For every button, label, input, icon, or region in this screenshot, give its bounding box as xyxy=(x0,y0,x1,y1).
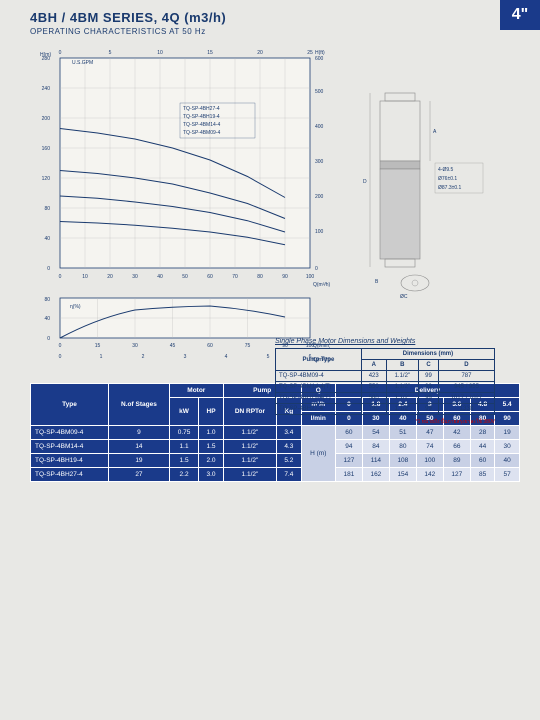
svg-text:15: 15 xyxy=(95,343,101,349)
svg-text:H(ft): H(ft) xyxy=(315,50,325,56)
svg-text:U.S.GPM: U.S.GPM xyxy=(72,60,93,66)
svg-text:40: 40 xyxy=(44,236,50,242)
svg-text:Ø76±0.1: Ø76±0.1 xyxy=(438,176,457,182)
svg-text:TQ-SP-4BH19-4: TQ-SP-4BH19-4 xyxy=(183,114,220,120)
svg-text:0: 0 xyxy=(59,274,62,280)
svg-text:0: 0 xyxy=(59,343,62,349)
svg-text:200: 200 xyxy=(315,194,324,200)
svg-text:3: 3 xyxy=(184,354,187,360)
svg-text:30: 30 xyxy=(132,343,138,349)
svg-text:600: 600 xyxy=(315,56,324,62)
svg-text:Q(m³/h): Q(m³/h) xyxy=(313,282,330,288)
svg-text:H(m): H(m) xyxy=(40,52,51,58)
svg-text:TQ-SP-4BH27-4: TQ-SP-4BH27-4 xyxy=(183,106,220,112)
svg-text:2: 2 xyxy=(142,354,145,360)
svg-text:20: 20 xyxy=(257,50,263,56)
svg-text:10: 10 xyxy=(157,50,163,56)
svg-text:300: 300 xyxy=(315,159,324,165)
performance-chart: TQ-SP-4BH27-4 TQ-SP-4BH19-4 TQ-SP-4BM14-… xyxy=(30,48,330,288)
svg-text:90: 90 xyxy=(282,274,288,280)
svg-text:D: D xyxy=(363,179,367,185)
svg-text:η(%): η(%) xyxy=(70,304,81,310)
svg-text:400: 400 xyxy=(315,124,324,130)
svg-text:80: 80 xyxy=(257,274,263,280)
svg-text:200: 200 xyxy=(42,116,51,122)
svg-text:25: 25 xyxy=(307,50,313,56)
svg-text:4: 4 xyxy=(225,354,228,360)
svg-text:Ø87.3±0.1: Ø87.3±0.1 xyxy=(438,185,462,191)
svg-text:40: 40 xyxy=(44,316,50,322)
svg-text:160: 160 xyxy=(42,146,51,152)
svg-text:10: 10 xyxy=(82,274,88,280)
svg-text:B: B xyxy=(375,279,379,285)
svg-text:5: 5 xyxy=(109,50,112,56)
size-badge: 4" xyxy=(500,0,540,30)
page-title: 4BH / 4BM SERIES, 4Q (m3/h) xyxy=(30,10,520,25)
motor-diagram: D A B ØC 4-Ø9.5 Ø76±0.1 Ø87.3±0.1 xyxy=(340,48,490,363)
dim-table-title: Single Phase Motor Dimensions and Weight… xyxy=(275,338,495,345)
svg-text:0: 0 xyxy=(47,336,50,342)
svg-text:50: 50 xyxy=(182,274,188,280)
svg-text:75: 75 xyxy=(245,343,251,349)
svg-text:4-Ø9.5: 4-Ø9.5 xyxy=(438,167,454,173)
svg-text:80: 80 xyxy=(44,297,50,303)
svg-text:70: 70 xyxy=(232,274,238,280)
svg-text:40: 40 xyxy=(157,274,163,280)
svg-text:45: 45 xyxy=(170,343,176,349)
page-subtitle: OPERATING CHARACTERISTICS AT 50 Hz xyxy=(30,27,520,36)
svg-text:0: 0 xyxy=(315,266,318,272)
svg-text:100: 100 xyxy=(306,274,315,280)
svg-text:100: 100 xyxy=(315,229,324,235)
svg-text:0: 0 xyxy=(59,50,62,56)
svg-text:TQ-SP-4BM14-4: TQ-SP-4BM14-4 xyxy=(183,122,220,128)
svg-text:0: 0 xyxy=(59,354,62,360)
dimensions-table: Pump Type Dimensions (mm) AB CD TQ-SP-4B… xyxy=(275,348,495,415)
svg-text:15: 15 xyxy=(207,50,213,56)
svg-text:0: 0 xyxy=(47,266,50,272)
svg-text:60: 60 xyxy=(207,274,213,280)
svg-text:ØC: ØC xyxy=(400,294,408,300)
svg-text:TQ-SP-4BM09-4: TQ-SP-4BM09-4 xyxy=(183,130,220,136)
svg-text:A: A xyxy=(433,129,437,135)
svg-text:30: 30 xyxy=(132,274,138,280)
svg-text:120: 120 xyxy=(42,176,51,182)
svg-text:500: 500 xyxy=(315,89,324,95)
svg-text:1: 1 xyxy=(100,354,103,360)
svg-text:20: 20 xyxy=(107,274,113,280)
svg-text:80: 80 xyxy=(44,206,50,212)
dim-note: *1 หมายถึง ปั้มภายสรุงยาละใช้ 380V xyxy=(275,418,495,426)
svg-text:5: 5 xyxy=(267,354,270,360)
svg-text:60: 60 xyxy=(207,343,213,349)
svg-text:240: 240 xyxy=(42,86,51,92)
